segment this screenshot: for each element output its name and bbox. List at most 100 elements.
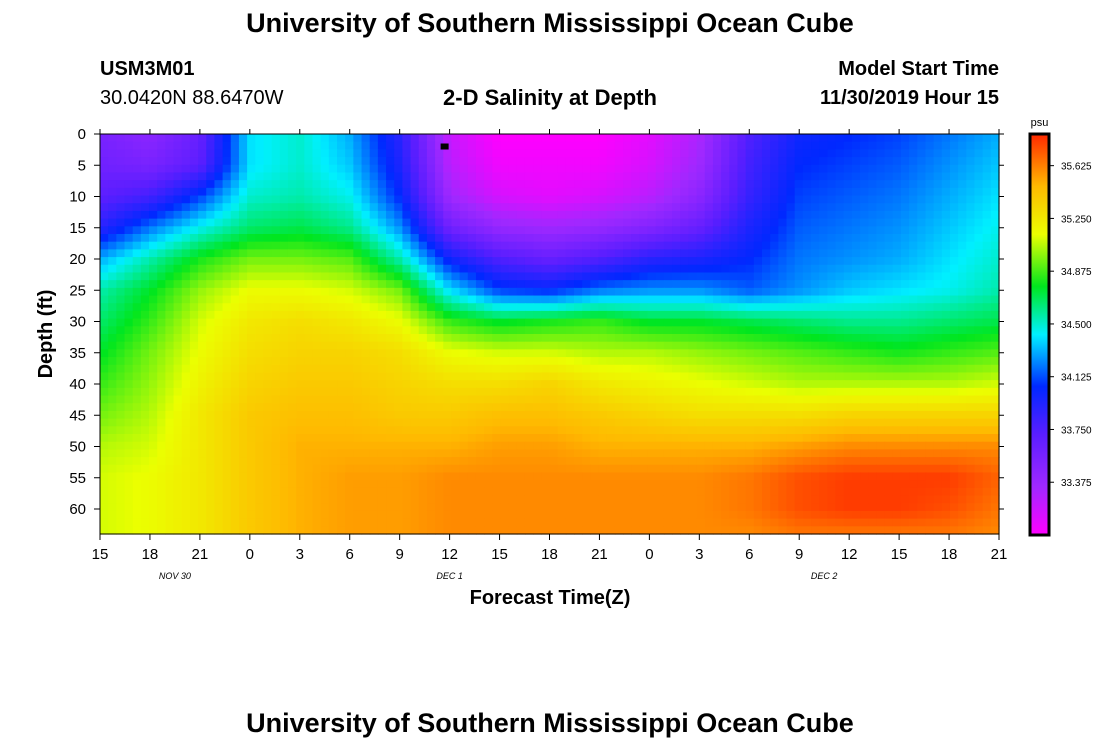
heatmap-cell	[173, 349, 183, 358]
heatmap-cell	[639, 372, 649, 381]
heatmap-cell	[827, 195, 837, 204]
heatmap-cell	[794, 218, 804, 227]
heatmap-cell	[475, 280, 485, 289]
heatmap-cell	[614, 341, 624, 350]
heatmap-cell	[974, 410, 984, 420]
heatmap-cell	[892, 410, 902, 420]
heatmap-cell	[140, 457, 150, 466]
heatmap-cell	[802, 364, 812, 374]
heatmap-cell	[337, 172, 346, 181]
heatmap-cell	[157, 134, 166, 143]
heatmap-cell	[786, 410, 796, 420]
heatmap-cell	[745, 226, 755, 235]
heatmap-cell	[435, 380, 444, 389]
heatmap-cell	[369, 418, 379, 427]
heatmap-cell	[157, 303, 166, 312]
heatmap-cell	[312, 318, 322, 327]
heatmap-cell	[982, 210, 992, 220]
heatmap-cell	[165, 210, 175, 220]
heatmap-cell	[933, 418, 943, 427]
heatmap-cell	[353, 449, 363, 458]
heatmap-cell	[802, 372, 812, 381]
heatmap-cell	[435, 310, 444, 320]
heatmap-cell	[443, 241, 453, 250]
heatmap-cell	[557, 364, 567, 374]
heatmap-cell	[337, 310, 346, 320]
heatmap-cell	[459, 472, 469, 481]
heatmap-cell	[582, 403, 591, 412]
heatmap-cell	[770, 434, 779, 443]
heatmap-cell	[386, 157, 395, 166]
heatmap-cell	[729, 264, 739, 274]
heatmap-cell	[663, 403, 673, 412]
heatmap-cell	[443, 410, 453, 420]
heatmap-cell	[614, 326, 624, 335]
heatmap-cell	[639, 203, 649, 212]
heatmap-cell	[181, 272, 191, 281]
heatmap-cell	[541, 241, 551, 250]
heatmap-cell	[835, 303, 845, 312]
heatmap-cell	[516, 172, 526, 181]
heatmap-cell	[827, 149, 837, 158]
heatmap-cell	[475, 164, 485, 174]
heatmap-cell	[271, 434, 281, 443]
heatmap-cell	[860, 149, 869, 158]
heatmap-cell	[377, 480, 387, 489]
heatmap-cell	[631, 295, 640, 304]
heatmap-cell	[377, 149, 387, 158]
heatmap-cell	[108, 249, 117, 258]
heatmap-cell	[173, 210, 183, 220]
heatmap-cell	[729, 449, 739, 458]
heatmap-cell	[688, 441, 698, 450]
heatmap-cell	[410, 403, 420, 412]
heatmap-cell	[100, 141, 109, 150]
heatmap-cell	[663, 280, 673, 289]
heatmap-cell	[296, 187, 305, 197]
heatmap-cell	[745, 203, 755, 212]
heatmap-cell	[868, 395, 878, 404]
heatmap-cell	[312, 218, 322, 227]
heatmap-cell	[835, 410, 845, 420]
heatmap-cell	[533, 257, 542, 266]
heatmap-cell	[843, 372, 853, 381]
heatmap-cell	[647, 195, 657, 204]
heatmap-cell	[900, 303, 910, 312]
heatmap-cell	[925, 472, 935, 481]
heatmap-cell	[386, 218, 395, 227]
heatmap-cell	[238, 280, 248, 289]
heatmap-cell	[484, 226, 493, 235]
heatmap-cell	[958, 449, 967, 458]
heatmap-cell	[974, 172, 984, 181]
heatmap-cell	[631, 387, 640, 397]
heatmap-cell	[712, 187, 722, 197]
heatmap-cell	[949, 195, 959, 204]
heatmap-cell	[337, 426, 346, 435]
heatmap-cell	[116, 372, 126, 381]
heatmap-cell	[124, 318, 134, 327]
heatmap-cell	[189, 210, 199, 220]
heatmap-cell	[173, 364, 183, 374]
heatmap-cell	[990, 364, 1000, 374]
heatmap-cell	[189, 472, 199, 481]
heatmap-cell	[157, 357, 166, 366]
heatmap-cell	[328, 164, 338, 174]
heatmap-cell	[680, 403, 690, 412]
heatmap-cell	[811, 172, 820, 181]
heatmap-cell	[394, 426, 403, 435]
heatmap-cell	[835, 164, 845, 174]
heatmap-cell	[132, 203, 142, 212]
heatmap-cell	[108, 364, 117, 374]
heatmap-cell	[124, 172, 134, 181]
heatmap-cell	[443, 164, 453, 174]
heatmap-cell	[386, 380, 395, 389]
heatmap-cell	[655, 195, 665, 204]
heatmap-cell	[827, 441, 837, 450]
heatmap-cell	[377, 426, 387, 435]
heatmap-cell	[884, 426, 894, 435]
heatmap-cell	[868, 387, 878, 397]
heatmap-cell	[173, 434, 183, 443]
heatmap-cell	[467, 426, 477, 435]
heatmap-cell	[974, 134, 984, 143]
heatmap-cell	[484, 295, 493, 304]
heatmap-cell	[892, 264, 902, 274]
